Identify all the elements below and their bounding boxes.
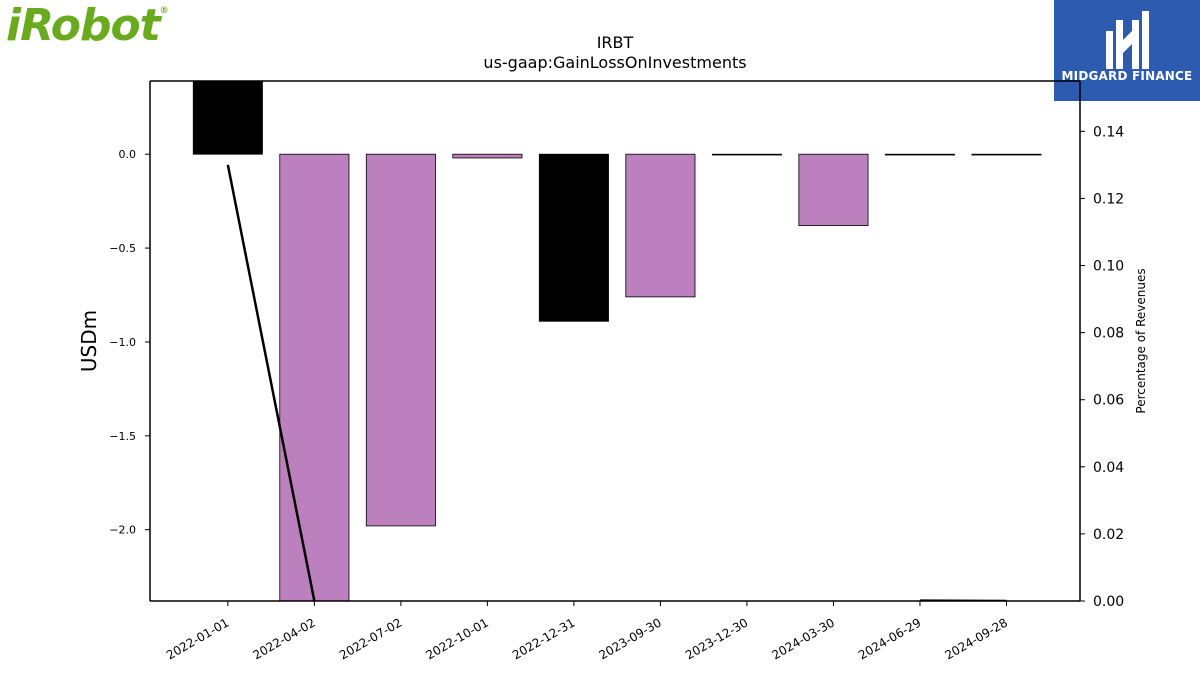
bar-2022-04-02: [279, 153, 350, 601]
bar-2022-01-01: [192, 81, 263, 155]
x-tick-label: 2024-09-28: [943, 615, 1010, 662]
y2-axis-label: Percentage of Revenues: [1134, 268, 1148, 413]
y2-tick-label: 0.06: [1093, 393, 1124, 409]
bar-2022-12-31: [538, 153, 609, 322]
midgard-finance-logo: MIDGARD FINANCE: [1054, 0, 1200, 101]
irobot-logo: iRobot®: [6, 0, 169, 51]
pct-revenue-line: [226, 164, 316, 601]
y2-tick-label: 0.10: [1093, 259, 1124, 275]
x-tick-label: 2022-12-31: [510, 615, 577, 662]
x-tick-label: 2024-03-30: [770, 615, 837, 662]
x-tick-label: 2022-10-01: [423, 615, 490, 662]
y-tick-label: −0.5: [109, 242, 136, 255]
y-tick-label: −1.5: [109, 430, 136, 443]
bar-2024-03-30: [798, 153, 869, 226]
bar-2022-07-02: [365, 153, 436, 527]
y2-tick-label: 0.08: [1093, 326, 1124, 342]
irobot-logo-text: iRobot: [6, 0, 161, 51]
chart-subtitle: us-gaap:GainLossOnInvestments: [483, 53, 746, 72]
x-tick-label: 2023-12-30: [683, 615, 750, 662]
bar-2022-10-01: [452, 153, 523, 159]
y2-tick-label: 0.02: [1093, 527, 1124, 543]
midgard-emblem-icon: [1106, 11, 1149, 69]
y-tick-label: 0.0: [119, 148, 137, 161]
y-axis-label: USDm: [77, 310, 101, 372]
y-tick-label: −1.0: [109, 336, 136, 349]
trademark-mark: ®: [159, 6, 169, 16]
x-tick-label: 2024-06-29: [856, 615, 923, 662]
y2-tick-label: 0.12: [1093, 191, 1124, 207]
bar-2023-09-30: [625, 153, 696, 298]
midgard-finance-label: MIDGARD FINANCE: [1061, 69, 1193, 83]
bar-2023-12-30: [711, 153, 782, 156]
bar-2024-06-29: [884, 153, 955, 156]
bar-2024-09-28: [971, 153, 1042, 156]
x-tick-label: 2022-04-02: [250, 615, 317, 662]
x-tick-label: 2022-01-01: [164, 615, 231, 662]
x-tick-label: 2023-09-30: [597, 615, 664, 662]
y2-tick-label: 0.14: [1093, 124, 1124, 140]
x-tick-label: 2022-07-02: [337, 615, 404, 662]
y-tick-label: −2.0: [109, 524, 136, 537]
y2-tick-label: 0.04: [1093, 460, 1124, 476]
chart-title: IRBT: [597, 33, 634, 52]
y2-tick-label: 0.00: [1093, 594, 1124, 610]
